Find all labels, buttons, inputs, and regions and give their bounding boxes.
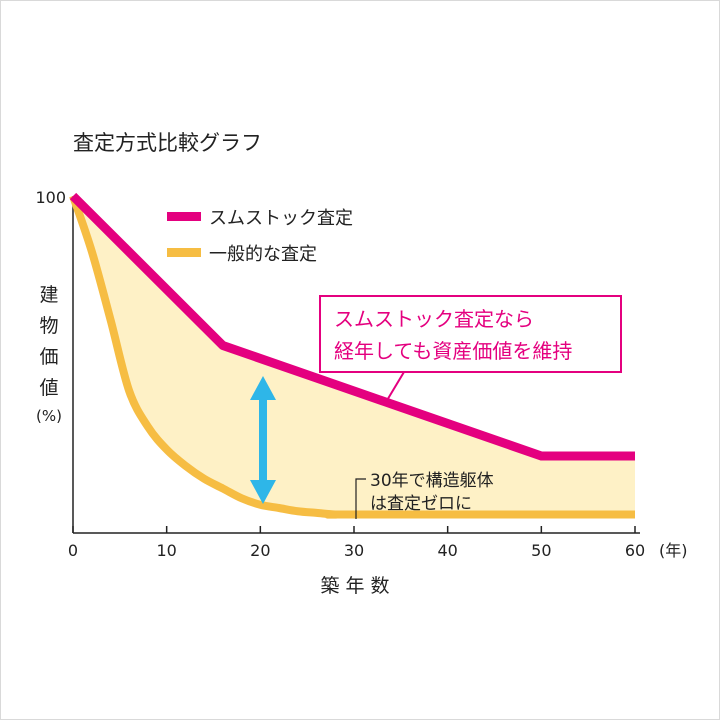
x-tick-label-60: 60 <box>625 541 645 560</box>
y-axis-label-char: 値 <box>39 377 58 399</box>
annotation-line-2: は査定ゼロに <box>370 494 472 514</box>
callout: スムストック査定なら 経年しても資産価値を維持 <box>319 295 622 403</box>
x-tick-label-40: 40 <box>437 541 457 560</box>
legend-label-smustock: スムストック査定 <box>209 208 353 229</box>
callout-line-1: スムストック査定なら <box>334 307 534 331</box>
x-tick-label-50: 50 <box>531 541 551 560</box>
x-tick-label-20: 20 <box>250 541 270 560</box>
legend-swatch-smustock <box>167 212 201 221</box>
gap-area <box>73 196 635 515</box>
y-axis-label-char: 物 <box>39 315 58 337</box>
legend-swatch-general <box>167 248 201 257</box>
x-axis-label: 築年数 <box>320 575 395 597</box>
y-axis-label-char: 価 <box>39 346 58 368</box>
gap-arrow <box>250 376 276 504</box>
legend: スムストック査定 一般的な査定 <box>167 208 353 265</box>
series-line-smustock <box>69 192 635 461</box>
callout-box <box>319 295 622 373</box>
series-line-general <box>69 194 635 519</box>
legend-label-general: 一般的な査定 <box>209 244 317 265</box>
x-tick-label-0: 0 <box>68 541 78 560</box>
x-unit-label: (年) <box>659 541 688 560</box>
chart-title: 査定方式比較グラフ <box>73 131 262 155</box>
annotation-bracket <box>355 478 366 519</box>
x-tick-label-10: 10 <box>156 541 176 560</box>
annotation: 30年で構造躯体 は査定ゼロに <box>355 471 494 519</box>
y-unit-label: (%) <box>36 407 62 425</box>
callout-line-2: 経年しても資産価値を維持 <box>334 339 572 363</box>
x-ticks: 0 10 20 30 40 50 60 <box>68 526 645 560</box>
annotation-line-1: 30年で構造躯体 <box>370 471 494 491</box>
callout-pointer <box>385 371 405 403</box>
y-axis-label-char: 建 <box>39 284 58 306</box>
x-tick-label-30: 30 <box>344 541 364 560</box>
y-tick-100: 100 <box>35 188 66 207</box>
